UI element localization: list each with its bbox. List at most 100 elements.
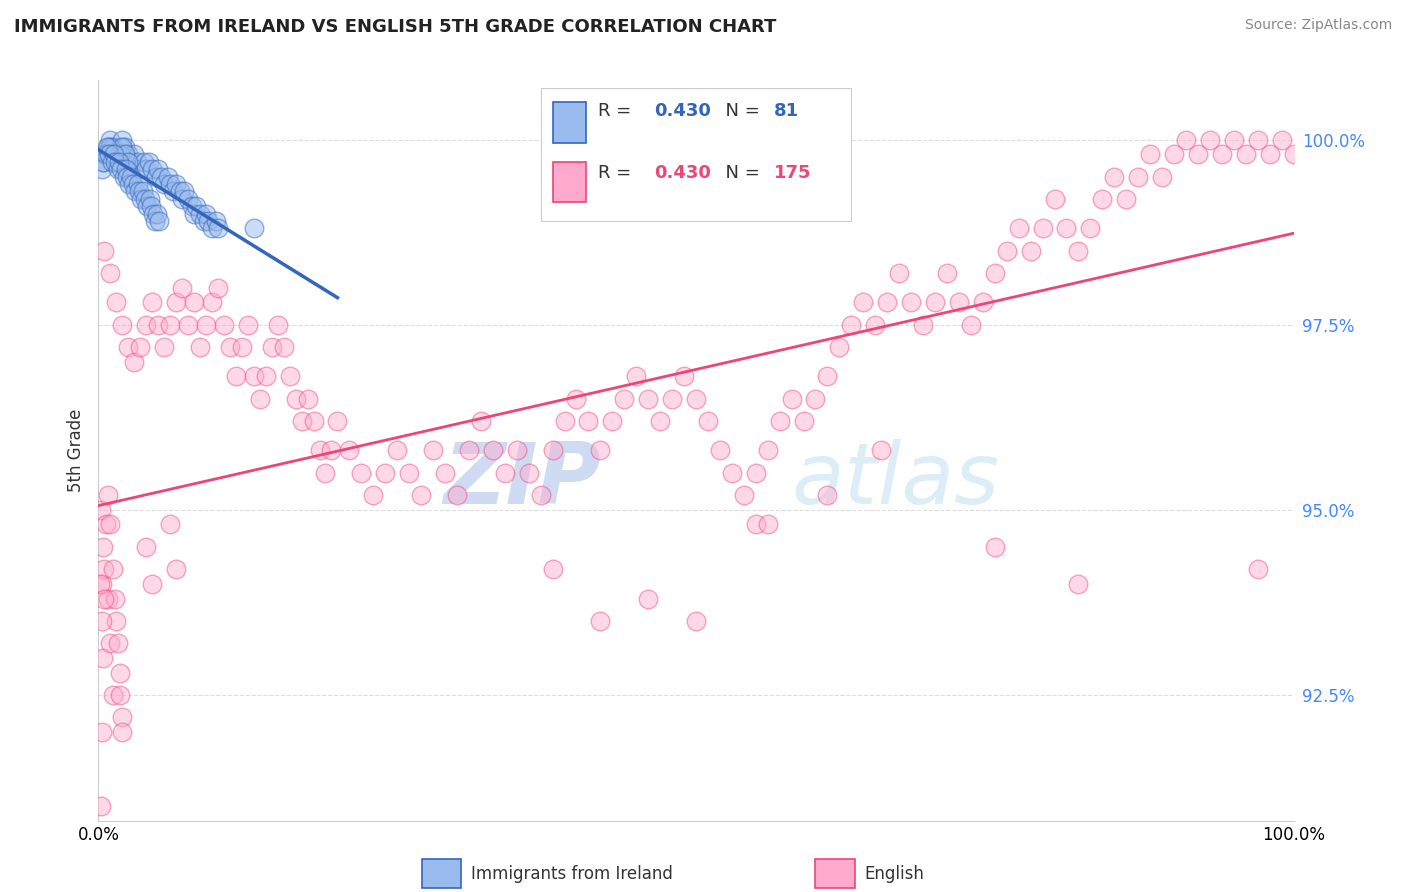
Point bbox=[97, 488, 120, 502]
Point bbox=[1271, 132, 1294, 146]
Point bbox=[188, 340, 211, 354]
Point bbox=[517, 466, 540, 480]
Point bbox=[297, 392, 319, 406]
Point bbox=[107, 636, 129, 650]
Point bbox=[146, 206, 169, 220]
Point bbox=[105, 614, 128, 628]
Point bbox=[804, 392, 827, 406]
Point bbox=[249, 392, 271, 406]
Text: N =: N = bbox=[714, 164, 765, 182]
Point bbox=[131, 185, 153, 199]
Point bbox=[139, 199, 162, 213]
Point bbox=[105, 154, 128, 169]
Point bbox=[1043, 192, 1066, 206]
Point bbox=[733, 488, 755, 502]
Point bbox=[709, 443, 731, 458]
Point bbox=[108, 688, 131, 702]
Point bbox=[169, 185, 191, 199]
Point bbox=[1152, 169, 1174, 184]
Point bbox=[1199, 132, 1222, 146]
Point bbox=[143, 214, 166, 228]
Point bbox=[98, 140, 122, 154]
Point bbox=[101, 147, 124, 161]
Point bbox=[120, 169, 142, 184]
Point bbox=[648, 414, 672, 428]
Point bbox=[153, 177, 176, 191]
Point bbox=[626, 369, 648, 384]
Point bbox=[554, 414, 576, 428]
Point bbox=[104, 154, 127, 169]
Point bbox=[165, 562, 187, 576]
Y-axis label: 5th Grade: 5th Grade bbox=[66, 409, 84, 492]
Point bbox=[984, 266, 1007, 280]
Point bbox=[173, 185, 195, 199]
Point bbox=[948, 295, 970, 310]
Point bbox=[602, 414, 624, 428]
Point bbox=[661, 392, 683, 406]
Point bbox=[284, 392, 307, 406]
Point bbox=[756, 443, 779, 458]
Point bbox=[911, 318, 934, 332]
Point bbox=[398, 466, 420, 480]
Point bbox=[260, 340, 283, 354]
Point bbox=[434, 466, 457, 480]
Point bbox=[108, 665, 131, 680]
Point bbox=[889, 266, 911, 280]
Point bbox=[101, 688, 124, 702]
Point bbox=[107, 162, 129, 177]
Text: atlas: atlas bbox=[792, 439, 1000, 522]
Point bbox=[613, 392, 636, 406]
Point bbox=[142, 206, 165, 220]
Point bbox=[1080, 221, 1102, 235]
Point bbox=[1139, 147, 1161, 161]
Point bbox=[159, 517, 181, 532]
Point bbox=[89, 576, 111, 591]
Point bbox=[1234, 147, 1257, 161]
Point bbox=[219, 340, 242, 354]
Point bbox=[111, 132, 134, 146]
Point bbox=[1104, 169, 1126, 184]
Point bbox=[183, 295, 205, 310]
Point bbox=[135, 318, 157, 332]
Point bbox=[302, 414, 325, 428]
Point bbox=[177, 192, 200, 206]
Point bbox=[793, 414, 815, 428]
Text: 0.430: 0.430 bbox=[654, 164, 711, 182]
Point bbox=[195, 318, 218, 332]
Point bbox=[156, 169, 179, 184]
Point bbox=[243, 221, 266, 235]
Point bbox=[411, 488, 433, 502]
Point bbox=[589, 614, 612, 628]
Point bbox=[685, 614, 707, 628]
Point bbox=[422, 443, 444, 458]
Point bbox=[97, 140, 120, 154]
Point bbox=[98, 266, 122, 280]
Point bbox=[374, 466, 396, 480]
Point bbox=[134, 192, 156, 206]
Point bbox=[128, 185, 150, 199]
Point bbox=[97, 147, 120, 161]
Text: Source: ZipAtlas.com: Source: ZipAtlas.com bbox=[1244, 18, 1392, 32]
Point bbox=[141, 295, 163, 310]
Point bbox=[685, 392, 707, 406]
Point bbox=[231, 340, 253, 354]
Point bbox=[852, 295, 875, 310]
Point bbox=[995, 244, 1018, 258]
Text: Immigrants from Ireland: Immigrants from Ireland bbox=[471, 865, 673, 883]
Point bbox=[972, 295, 994, 310]
Point bbox=[756, 517, 779, 532]
Point bbox=[162, 185, 184, 199]
Point bbox=[924, 295, 946, 310]
Point bbox=[100, 154, 122, 169]
Point bbox=[117, 147, 139, 161]
Point bbox=[697, 414, 720, 428]
Point bbox=[183, 206, 205, 220]
Point bbox=[127, 177, 149, 191]
Point bbox=[115, 162, 138, 177]
Point bbox=[1282, 147, 1305, 161]
Point bbox=[121, 154, 143, 169]
Point bbox=[984, 540, 1007, 554]
Point bbox=[91, 540, 114, 554]
Point bbox=[1067, 244, 1090, 258]
Point bbox=[145, 169, 167, 184]
